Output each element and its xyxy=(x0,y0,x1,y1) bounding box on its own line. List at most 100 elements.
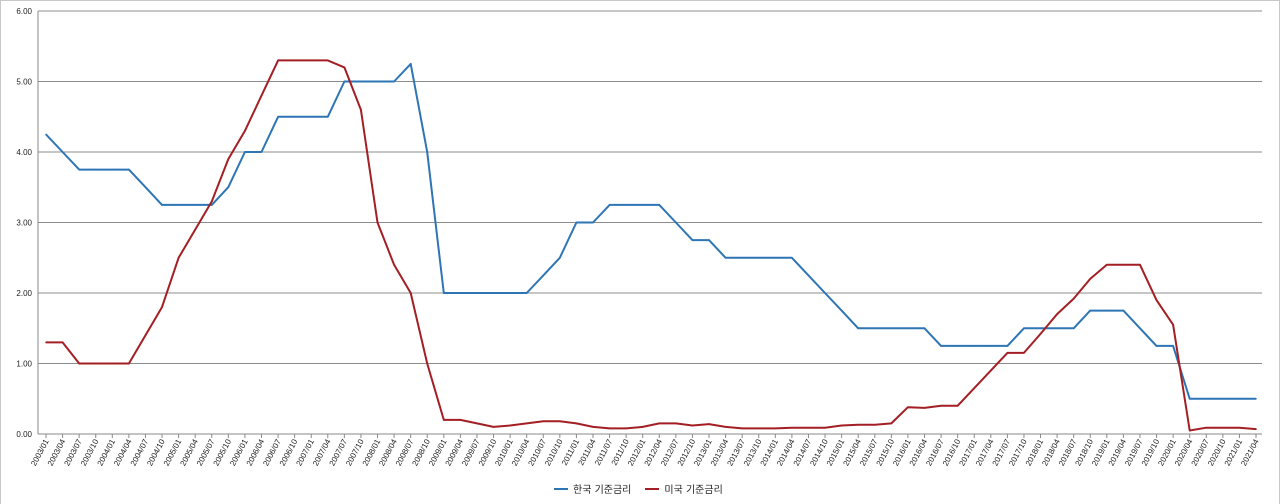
data-point xyxy=(1255,398,1257,400)
data-point xyxy=(409,63,412,65)
data-point xyxy=(625,427,627,430)
data-point xyxy=(1255,428,1257,430)
data-point xyxy=(492,292,495,294)
data-point xyxy=(393,80,395,83)
data-point xyxy=(459,419,462,421)
data-point xyxy=(608,204,611,206)
y-tick-label: 5.00 xyxy=(16,78,32,87)
data-point xyxy=(1006,352,1009,354)
data-point xyxy=(61,341,64,344)
data-point xyxy=(409,292,412,294)
data-point xyxy=(807,426,810,429)
data-point xyxy=(691,424,694,427)
data-point xyxy=(757,427,760,430)
data-point xyxy=(1006,345,1009,347)
data-point xyxy=(94,168,97,171)
data-point xyxy=(774,427,777,430)
data-point xyxy=(277,59,279,62)
data-point xyxy=(1222,426,1224,429)
data-point xyxy=(260,151,263,153)
data-point xyxy=(61,151,64,153)
data-point xyxy=(658,422,661,425)
data-point xyxy=(592,426,594,428)
data-point xyxy=(177,204,180,206)
data-point xyxy=(161,306,163,308)
data-point xyxy=(1106,264,1108,266)
data-point xyxy=(327,59,329,62)
data-point xyxy=(973,387,975,390)
series-lines xyxy=(45,59,1257,432)
data-point xyxy=(161,204,163,206)
data-point xyxy=(426,362,429,365)
frame-top-edge xyxy=(0,0,1280,1)
data-point xyxy=(260,94,263,97)
legend-label-us: 미국 기준금리 xyxy=(664,485,723,496)
data-point xyxy=(575,221,578,224)
data-point xyxy=(592,221,594,224)
legend-swatch-korea xyxy=(554,487,568,490)
data-point xyxy=(675,422,677,425)
data-point xyxy=(857,327,859,330)
data-point xyxy=(874,327,876,330)
data-point xyxy=(1023,352,1025,354)
data-point xyxy=(128,362,130,365)
data-point xyxy=(78,168,80,171)
legend-item-us: 미국 기준금리 xyxy=(645,481,723,496)
data-point xyxy=(691,239,694,241)
data-point xyxy=(824,292,826,294)
data-point xyxy=(559,257,561,259)
grid-lines xyxy=(37,10,1262,435)
data-point xyxy=(956,345,959,347)
data-point xyxy=(194,228,196,231)
data-point xyxy=(310,59,313,62)
data-point xyxy=(1238,398,1241,400)
data-point xyxy=(641,426,644,428)
data-point xyxy=(310,116,313,118)
data-point xyxy=(791,426,793,429)
data-point xyxy=(807,274,810,277)
data-point xyxy=(857,424,859,426)
data-point xyxy=(1122,264,1125,266)
data-point xyxy=(94,362,97,365)
y-tick-label: 3.00 xyxy=(16,219,32,228)
x-axis: 2003/012003/042003/072003/102004/012004/… xyxy=(29,434,1261,467)
data-point xyxy=(1122,309,1125,312)
data-point xyxy=(1089,278,1091,280)
data-point xyxy=(376,221,379,224)
data-point xyxy=(443,419,445,421)
data-point xyxy=(443,292,445,294)
series-line-us xyxy=(46,59,1257,432)
data-point xyxy=(542,274,545,277)
data-point xyxy=(293,59,296,62)
y-tick-label: 1.00 xyxy=(16,360,32,369)
data-point xyxy=(1039,327,1042,330)
data-point xyxy=(1072,297,1075,300)
data-point xyxy=(890,327,893,330)
data-point xyxy=(45,341,47,344)
data-point xyxy=(128,168,130,171)
data-point xyxy=(641,204,644,206)
data-point xyxy=(741,427,743,430)
data-point xyxy=(708,423,710,425)
data-point xyxy=(227,158,230,160)
data-point xyxy=(1188,398,1191,400)
data-point xyxy=(144,334,147,337)
y-axis-labels: 0.00 1.00 2.00 3.00 4.00 5.00 6.00 xyxy=(16,7,32,439)
data-point xyxy=(874,424,876,426)
data-point xyxy=(244,151,246,153)
data-point xyxy=(211,204,213,206)
data-point xyxy=(1056,327,1058,330)
data-point xyxy=(923,407,926,409)
data-point xyxy=(1039,333,1042,335)
y-tick-label: 6.00 xyxy=(16,7,32,16)
data-point xyxy=(376,80,379,83)
data-point xyxy=(559,420,561,423)
data-point xyxy=(509,292,511,294)
data-point xyxy=(343,66,346,69)
legend-label-korea: 한국 기준금리 xyxy=(573,485,632,496)
data-point xyxy=(1222,398,1224,400)
data-point xyxy=(476,422,478,425)
data-point xyxy=(1023,327,1025,330)
data-point xyxy=(1139,327,1141,330)
